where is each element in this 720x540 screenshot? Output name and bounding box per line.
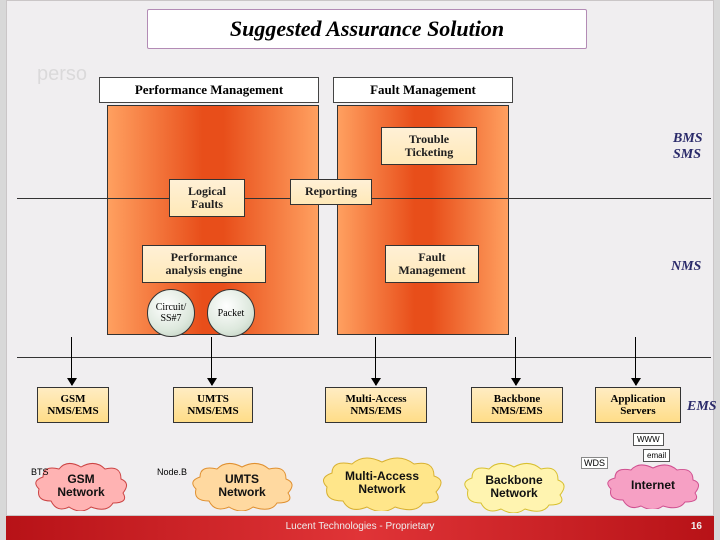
cloud-gsm-text: GSMNetwork: [57, 473, 104, 499]
divider-lower: [17, 357, 711, 358]
arrow-down-1: [71, 337, 72, 385]
arrow-down-5: [635, 337, 636, 385]
ems-multi-text: Multi-AccessNMS/EMS: [345, 393, 406, 417]
slide-title: Suggested Assurance Solution: [147, 9, 587, 49]
ems-multi: Multi-AccessNMS/EMS: [325, 387, 427, 423]
tiny-bts: BTS: [31, 467, 49, 477]
box-fault-mgmt-text: FaultManagement: [398, 251, 465, 277]
box-trouble-ticketing: TroubleTicketing: [381, 127, 477, 165]
circle-packet-text: Packet: [218, 308, 245, 319]
slide-canvas: perso Suggested Assurance Solution Perfo…: [6, 0, 714, 516]
label-sms: SMS: [673, 147, 701, 163]
footer-center: Lucent Technologies - Proprietary: [286, 521, 435, 532]
ems-umts-text: UMTSNMS/EMS: [187, 393, 238, 417]
footer-bar: Lucent Technologies - Proprietary 16: [6, 516, 714, 540]
circle-circuit: Circuit/SS#7: [147, 289, 195, 337]
header-fault: Fault Management: [333, 77, 513, 103]
label-bms: BMS: [673, 131, 703, 147]
cloud-umts: UMTSNetwork: [187, 461, 297, 511]
tiny-www: WWW: [633, 433, 664, 446]
ems-backbone: BackboneNMS/EMS: [471, 387, 563, 423]
header-fault-text: Fault Management: [370, 82, 476, 98]
arrow-down-2: [211, 337, 212, 385]
slide-title-text: Suggested Assurance Solution: [230, 16, 504, 42]
box-fault-mgmt: FaultManagement: [385, 245, 479, 283]
circle-packet: Packet: [207, 289, 255, 337]
label-ems: EMS: [687, 399, 717, 415]
cloud-backbone-text: BackboneNetwork: [485, 474, 542, 500]
cloud-internet: Internet: [603, 463, 703, 509]
box-reporting-text: Reporting: [305, 185, 357, 198]
ems-umts: UMTSNMS/EMS: [173, 387, 253, 423]
box-perf-engine: Performanceanalysis engine: [142, 245, 266, 283]
tiny-nodeb: Node.B: [157, 467, 187, 477]
circle-circuit-text: Circuit/SS#7: [156, 302, 187, 324]
box-perf-engine-text: Performanceanalysis engine: [165, 251, 242, 277]
header-performance-text: Performance Management: [135, 82, 283, 98]
cloud-multi: Multi-AccessNetwork: [317, 455, 447, 511]
background-ghost-text: perso: [37, 63, 87, 86]
box-reporting: Reporting: [290, 179, 372, 205]
box-logical-text: LogicalFaults: [188, 185, 226, 211]
tiny-email: email: [643, 449, 670, 462]
tiny-www-text: WWW: [637, 435, 660, 444]
cloud-backbone: BackboneNetwork: [459, 461, 569, 513]
ems-gsm-text: GSMNMS/EMS: [47, 393, 98, 417]
ems-gsm: GSMNMS/EMS: [37, 387, 109, 423]
ems-app-text: ApplicationServers: [610, 393, 665, 417]
box-logical-faults: LogicalFaults: [169, 179, 245, 217]
cloud-internet-text: Internet: [631, 479, 675, 492]
arrow-down-3: [375, 337, 376, 385]
header-performance: Performance Management: [99, 77, 319, 103]
ems-app: ApplicationServers: [595, 387, 681, 423]
label-nms: NMS: [671, 259, 701, 275]
ems-backbone-text: BackboneNMS/EMS: [491, 393, 542, 417]
box-trouble-text: TroubleTicketing: [405, 133, 453, 159]
cloud-umts-text: UMTSNetwork: [218, 473, 265, 499]
arrow-down-4: [515, 337, 516, 385]
footer-page: 16: [691, 521, 702, 532]
cloud-multi-text: Multi-AccessNetwork: [345, 470, 419, 496]
tiny-email-text: email: [647, 451, 666, 460]
tiny-wds: WDS: [581, 457, 608, 469]
